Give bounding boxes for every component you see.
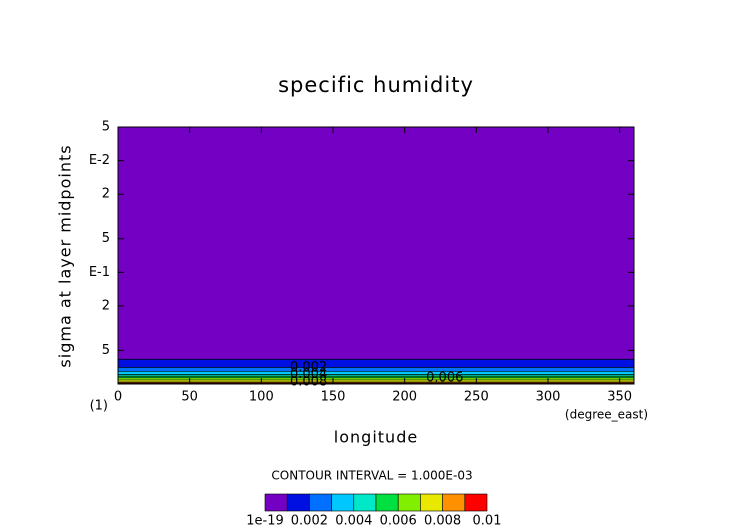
contour-band (118, 374, 634, 377)
y-tick-label: 5 (102, 343, 110, 358)
colorbar-box (420, 493, 443, 512)
contour-label: 0.006 (426, 370, 463, 385)
colorbar-box (331, 493, 355, 512)
colorbar-label: 0.004 (335, 514, 372, 529)
y-axis-label: sigma at layer midpoints (56, 144, 75, 367)
contour-label: 0.008 (290, 375, 327, 390)
y-tick-label: (1) (90, 399, 108, 414)
chart-title: specific humidity (278, 73, 474, 97)
contour-label: 0.004 (290, 367, 327, 382)
plot-frame (117, 126, 635, 385)
y-tick-label: E-2 (89, 153, 110, 168)
y-tick-label: 5 (102, 231, 110, 246)
colorbar-box (353, 493, 377, 512)
colorbar-label: 0.006 (380, 514, 417, 529)
x-tick-label: 150 (321, 390, 346, 405)
colorbar-box (375, 493, 399, 512)
x-tick-label: 200 (392, 390, 417, 405)
colorbar-label: 1e-19 (246, 514, 284, 529)
colorbar-box (464, 493, 488, 512)
colorbar-box (264, 493, 288, 512)
contour-label: 0.002 (290, 360, 327, 375)
x-tick-label: 350 (607, 390, 632, 405)
x-tick-label: 300 (536, 390, 561, 405)
contour-band (118, 359, 634, 368)
x-tick-label: 250 (464, 390, 489, 405)
x-tick-label: 0 (114, 390, 122, 405)
contour-band (118, 127, 634, 360)
colorbar-box (442, 493, 466, 512)
contour-band (118, 367, 634, 372)
contour-band (118, 376, 634, 378)
colorbar-box (397, 493, 421, 512)
colorbar-box (286, 493, 310, 512)
x-tick-label: 100 (249, 390, 274, 405)
y-tick-label: E-1 (89, 265, 110, 280)
contour-interval: CONTOUR INTERVAL = 1.000E-03 (271, 469, 472, 483)
contour-band (118, 382, 634, 384)
colorbar-box (309, 493, 332, 512)
y-tick-label: 2 (102, 298, 110, 313)
x-axis-unit: (degree_east) (565, 408, 648, 422)
y-tick-label: 2 (102, 187, 110, 202)
colorbar-label: 0.01 (473, 514, 502, 529)
colorbar-label: 0.002 (291, 514, 328, 529)
contour-band (118, 377, 634, 380)
colorbar-label: 0.008 (424, 514, 461, 529)
contour-band (118, 371, 634, 375)
x-tick-label: 50 (181, 390, 198, 405)
x-axis-label: longitude (334, 428, 418, 447)
y-tick-label: 5 (102, 120, 110, 135)
contour-band (118, 379, 634, 383)
